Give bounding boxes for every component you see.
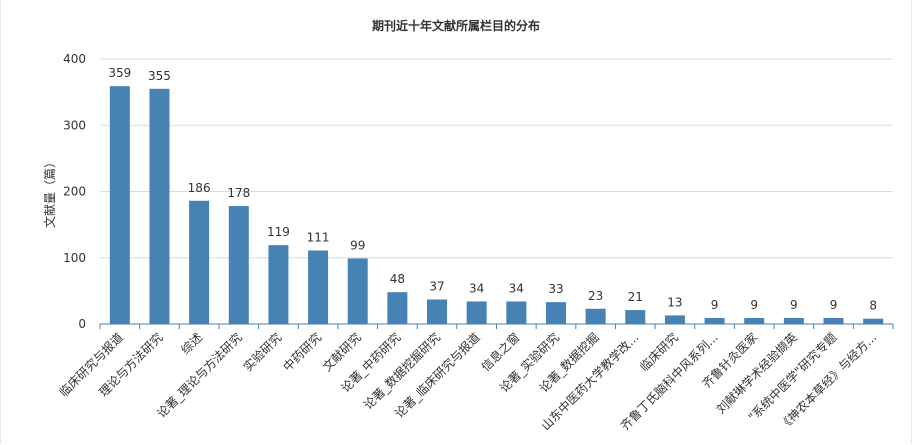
bar: [506, 301, 527, 324]
bar: [387, 292, 408, 324]
data-label: 186: [188, 181, 211, 195]
data-label: 355: [148, 69, 171, 83]
bar: [625, 310, 646, 324]
x-tick-label: 中药研究: [280, 330, 325, 375]
bar: [744, 318, 765, 324]
data-label: 111: [307, 230, 330, 244]
y-axis-label: 文献量（篇）: [42, 156, 57, 228]
chart-title: 期刊近十年文献所属栏目的分布: [372, 18, 540, 33]
bar: [109, 86, 130, 324]
bars: [109, 86, 884, 324]
data-label: 9: [711, 298, 719, 312]
y-tick-label: 0: [78, 317, 86, 331]
data-label: 34: [469, 281, 484, 295]
bar: [189, 200, 210, 324]
data-label: 9: [790, 298, 798, 312]
bar: [308, 250, 329, 324]
bar: [823, 318, 844, 324]
data-label: 13: [667, 295, 682, 309]
bar: [585, 308, 606, 324]
data-label: 119: [267, 225, 290, 239]
bar: [347, 258, 368, 324]
data-label: 23: [588, 289, 603, 303]
y-tick-label: 300: [63, 118, 86, 132]
data-label: 9: [830, 298, 838, 312]
y-tick-label: 100: [63, 251, 86, 265]
bar: [228, 206, 249, 324]
grid-lines: [100, 58, 893, 259]
y-tick-label: 400: [63, 52, 86, 66]
bar: [783, 318, 804, 324]
x-tick-label: 综述: [178, 330, 205, 357]
data-label: 37: [429, 279, 444, 293]
bar: [427, 299, 448, 324]
data-label: 178: [227, 186, 250, 200]
data-label: 99: [350, 238, 365, 252]
data-label: 34: [509, 281, 524, 295]
data-label: 9: [750, 298, 758, 312]
x-tick-label: 论著_数据挖掘研究: [360, 330, 443, 413]
data-label: 359: [108, 66, 131, 80]
bar: [268, 245, 289, 324]
bar: [545, 302, 566, 324]
bar: [863, 318, 884, 324]
x-tick-label: 实验研究: [240, 330, 285, 375]
data-label: 8: [869, 299, 877, 313]
y-tick-label: 200: [63, 185, 86, 199]
data-label: 21: [628, 290, 643, 304]
bar: [149, 88, 170, 324]
bar: [466, 301, 487, 324]
bar: [664, 315, 685, 324]
y-axis: 0 100 200 300 400: [63, 52, 86, 331]
data-label: 33: [548, 282, 563, 296]
bar: [704, 318, 725, 324]
data-label: 48: [390, 272, 405, 286]
